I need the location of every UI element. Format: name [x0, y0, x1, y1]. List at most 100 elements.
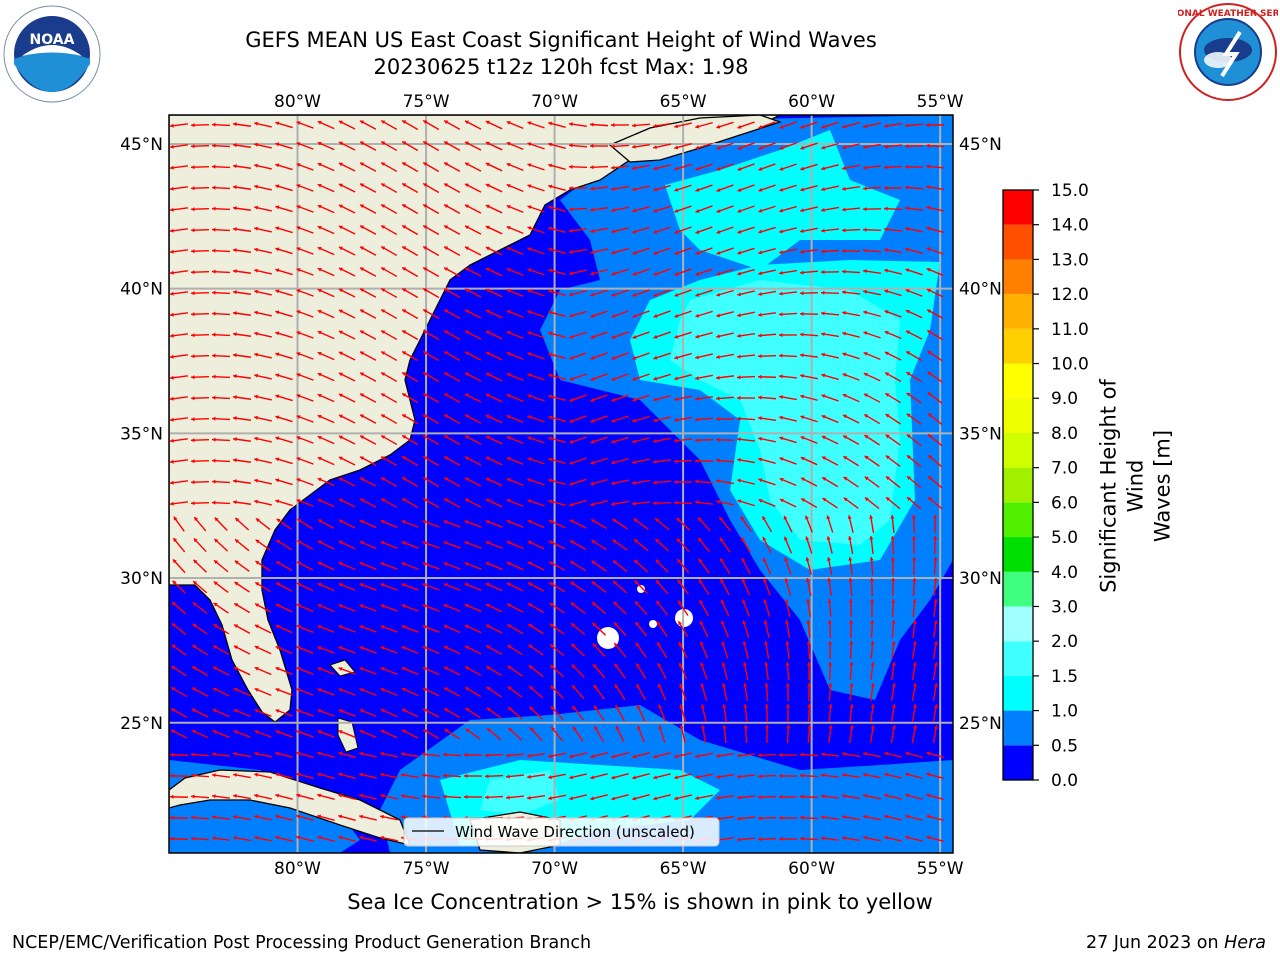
wind-wave-arrow [548, 581, 566, 593]
wind-wave-arrow [737, 499, 755, 507]
wind-wave-arrow [904, 144, 924, 149]
wave-field-1.5-2.0-south [480, 770, 560, 815]
wind-wave-arrow [296, 646, 314, 654]
wind-wave-arrow [912, 556, 917, 576]
wind-wave-arrow [359, 162, 377, 172]
wind-wave-arrow [401, 708, 419, 718]
wind-wave-arrow [883, 144, 903, 149]
wind-wave-arrow [317, 498, 335, 508]
wind-wave-arrow [338, 835, 356, 842]
wind-wave-arrow [862, 227, 882, 232]
wind-wave-arrow [485, 246, 503, 256]
wind-wave-arrow [193, 559, 207, 573]
wind-wave-arrow [848, 619, 854, 639]
wind-wave-arrow [590, 478, 608, 486]
wind-wave-arrow [359, 772, 377, 779]
wind-wave-arrow [758, 499, 776, 507]
wind-wave-arrow [890, 704, 896, 722]
wind-wave-arrow [505, 753, 525, 758]
wind-wave-arrow [464, 393, 482, 403]
wind-wave-arrow [401, 266, 419, 278]
wind-wave-arrow [401, 392, 419, 404]
wind-wave-arrow [443, 330, 461, 340]
wind-wave-arrow [764, 724, 770, 744]
wind-wave-arrow [380, 434, 398, 446]
wind-wave-arrow [443, 120, 461, 130]
wind-wave-arrow [422, 562, 440, 570]
wind-wave-arrow [925, 123, 945, 128]
wind-wave-arrow [254, 835, 272, 842]
wind-wave-arrow [380, 562, 398, 570]
wind-wave-arrow [254, 603, 272, 613]
wind-wave-arrow [799, 291, 819, 296]
wind-wave-arrow [610, 144, 630, 149]
wind-wave-arrow [506, 225, 524, 235]
wind-wave-arrow [232, 395, 252, 400]
wind-wave-arrow [569, 478, 587, 486]
wind-wave-arrow [380, 772, 398, 779]
wind-wave-arrow [484, 774, 504, 779]
wind-wave-arrow [656, 641, 668, 659]
lat-tick-label: 40°N [120, 280, 163, 300]
wind-wave-arrow [926, 751, 944, 759]
wind-wave-arrow [464, 267, 482, 277]
wind-wave-arrow [799, 794, 819, 799]
wind-wave-arrow [464, 520, 482, 528]
wind-wave-arrow [506, 330, 524, 340]
wind-wave-arrow [317, 372, 335, 382]
wind-wave-arrow [763, 620, 770, 638]
wind-wave-arrow [633, 538, 649, 552]
wind-wave-arrow [590, 457, 608, 465]
wind-wave-arrow [590, 436, 608, 444]
wind-wave-arrow [233, 645, 251, 655]
wind-wave-arrow [653, 352, 671, 360]
wind-wave-arrow [317, 814, 335, 822]
wind-wave-arrow [799, 353, 819, 358]
wind-wave-arrow [233, 666, 251, 676]
wind-wave-arrow [757, 333, 777, 338]
wind-wave-arrow [904, 123, 924, 128]
wind-wave-arrow [401, 224, 419, 236]
wind-wave-arrow [674, 374, 692, 381]
wind-wave-arrow [891, 598, 896, 618]
colorbar-tick-label: 5.0 [1051, 528, 1078, 548]
wind-wave-arrow [805, 557, 812, 575]
wind-wave-arrow [933, 598, 938, 618]
wind-wave-arrow [568, 186, 588, 191]
wind-wave-arrow [275, 709, 293, 717]
wind-wave-arrow [783, 515, 793, 533]
wind-wave-arrow [254, 121, 272, 128]
wind-wave-arrow [190, 291, 210, 296]
colorbar-tick-label: 13.0 [1051, 250, 1089, 270]
wind-wave-arrow [820, 794, 840, 799]
wind-wave-arrow [884, 814, 902, 821]
wind-wave-arrow [695, 163, 713, 171]
wind-wave-arrow [422, 645, 440, 655]
wind-wave-arrow [674, 310, 692, 318]
wind-wave-arrow [570, 643, 586, 657]
wind-wave-arrow [317, 225, 335, 235]
wind-wave-arrow [401, 350, 419, 362]
wind-wave-arrow [527, 247, 545, 255]
wind-wave-arrow [933, 535, 938, 555]
wind-wave-arrow [275, 121, 293, 129]
wind-wave-arrow [636, 683, 646, 701]
wind-wave-arrow [885, 475, 901, 489]
wind-wave-arrow [932, 641, 938, 659]
wind-wave-arrow [658, 704, 666, 722]
wind-wave-arrow [842, 414, 860, 424]
wind-wave-arrow [317, 561, 335, 571]
wind-wave-arrow [401, 245, 419, 257]
wind-wave-arrow [634, 580, 648, 594]
wind-wave-arrow [656, 621, 668, 637]
land-cuba [169, 769, 412, 846]
wind-wave-arrow [800, 184, 818, 192]
footer-branch: NCEP/EMC/Verification Post Processing Pr… [12, 933, 592, 953]
wind-wave-arrow [849, 640, 854, 660]
wind-wave-arrow [338, 372, 356, 382]
lon-tick-label: 75°W [403, 92, 450, 112]
wind-wave-arrow [632, 226, 650, 234]
wind-wave-arrow [821, 332, 839, 338]
wind-wave-arrow [549, 664, 565, 678]
